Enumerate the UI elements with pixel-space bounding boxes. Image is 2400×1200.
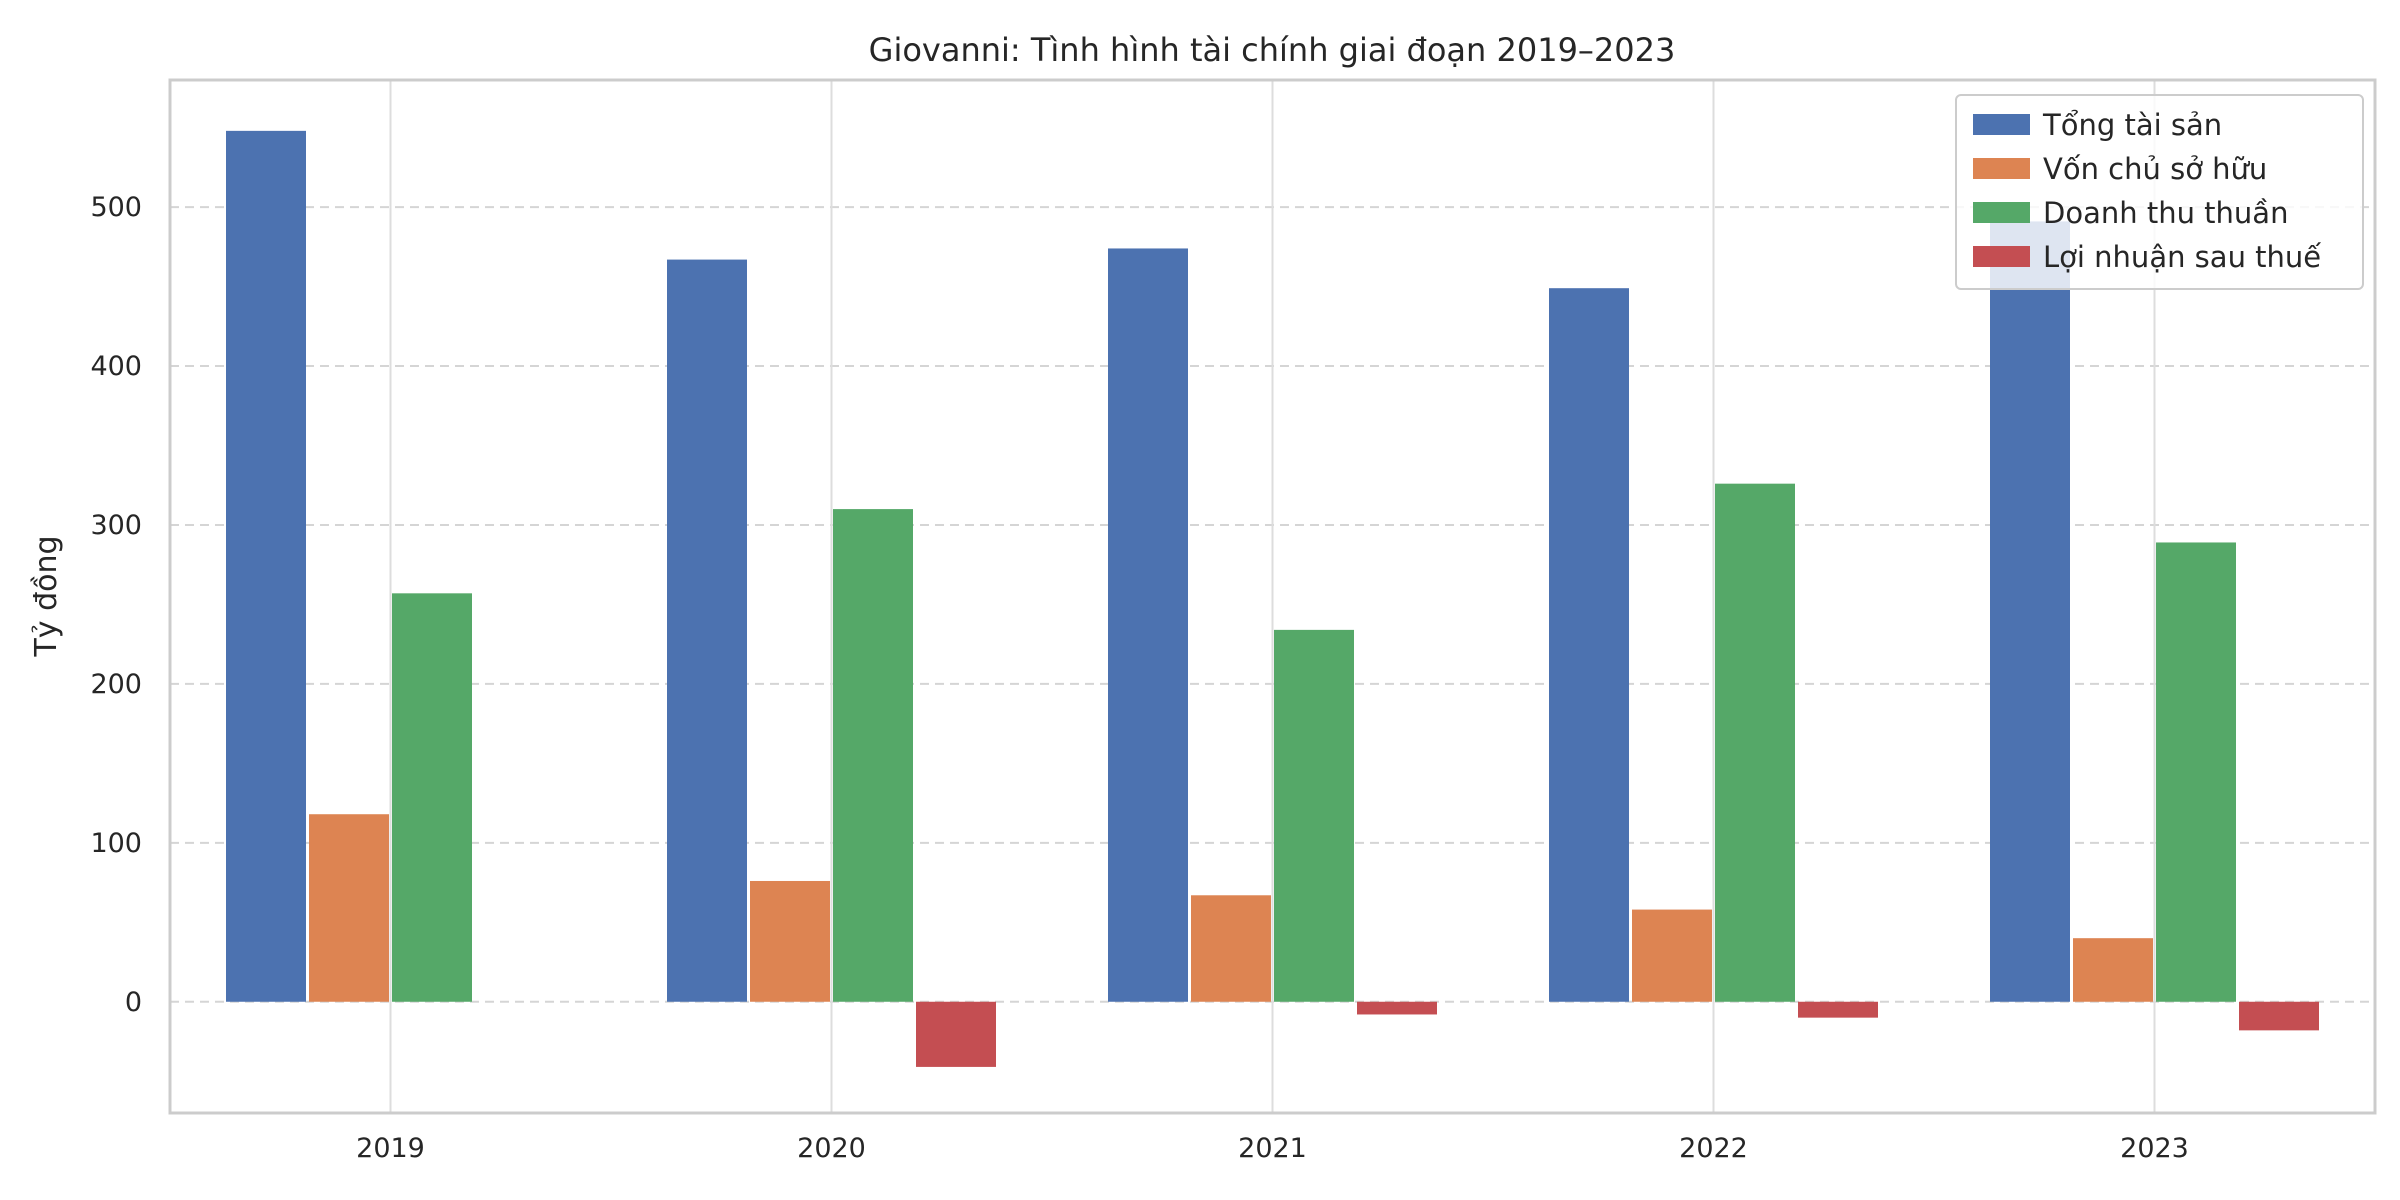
bar bbox=[309, 814, 389, 1002]
legend-label: Tổng tài sản bbox=[2042, 108, 2222, 142]
x-tick-label: 2020 bbox=[797, 1133, 866, 1164]
y-tick-label: 300 bbox=[90, 510, 142, 541]
bar bbox=[1990, 221, 2070, 1002]
bar bbox=[392, 593, 472, 1002]
bar bbox=[1549, 288, 1629, 1002]
y-tick-label: 0 bbox=[125, 987, 142, 1018]
legend: Tổng tài sản Vốn chủ sở hữu Doanh thu thuầ… bbox=[1955, 94, 2364, 290]
legend-label: Vốn chủ sở hữu bbox=[2043, 152, 2267, 186]
x-tick-label: 2021 bbox=[1238, 1133, 1307, 1164]
bar bbox=[1357, 1001, 1437, 1015]
bar bbox=[1715, 483, 1795, 1002]
legend-swatch bbox=[1973, 158, 2030, 179]
plot-frame bbox=[168, 78, 2377, 1115]
bar bbox=[1108, 248, 1188, 1002]
bar bbox=[2239, 1001, 2319, 1031]
legend-label: Lợi nhuận sau thuế bbox=[2043, 240, 2321, 274]
bar bbox=[1274, 629, 1354, 1002]
legend-label: Doanh thu thuần bbox=[2043, 196, 2288, 230]
bar bbox=[1191, 895, 1271, 1002]
bar bbox=[833, 509, 913, 1002]
y-axis-label: Tỷ đồng bbox=[29, 535, 64, 657]
bar bbox=[750, 880, 830, 1002]
y-tick-label: 500 bbox=[90, 192, 142, 223]
x-tick-label: 2023 bbox=[2120, 1133, 2189, 1164]
legend-box bbox=[1955, 94, 2364, 290]
bar bbox=[1632, 909, 1712, 1002]
bar bbox=[226, 130, 306, 1002]
bar bbox=[916, 1001, 996, 1067]
bar bbox=[2156, 542, 2236, 1002]
bars bbox=[226, 130, 2319, 1067]
bar bbox=[1798, 1001, 1878, 1018]
legend-swatch bbox=[1973, 114, 2030, 135]
y-tick-label: 400 bbox=[90, 351, 142, 382]
bar bbox=[2073, 938, 2153, 1002]
y-tick-label: 200 bbox=[90, 669, 142, 700]
legend-swatch bbox=[1973, 246, 2030, 267]
grid bbox=[170, 80, 2375, 1113]
y-tick-label: 100 bbox=[90, 828, 142, 859]
legend-swatch bbox=[1973, 202, 2030, 223]
x-tick-label: 2019 bbox=[356, 1133, 425, 1164]
tick-labels: 0 100 200 300 400 500 2019 2020 2021 2022 2023 bbox=[90, 192, 2188, 1164]
x-tick-label: 2022 bbox=[1679, 1133, 1748, 1164]
bar bbox=[667, 259, 747, 1002]
chart-title: Giovanni: Tình hình tài chính giai đoạn … bbox=[869, 31, 1676, 69]
